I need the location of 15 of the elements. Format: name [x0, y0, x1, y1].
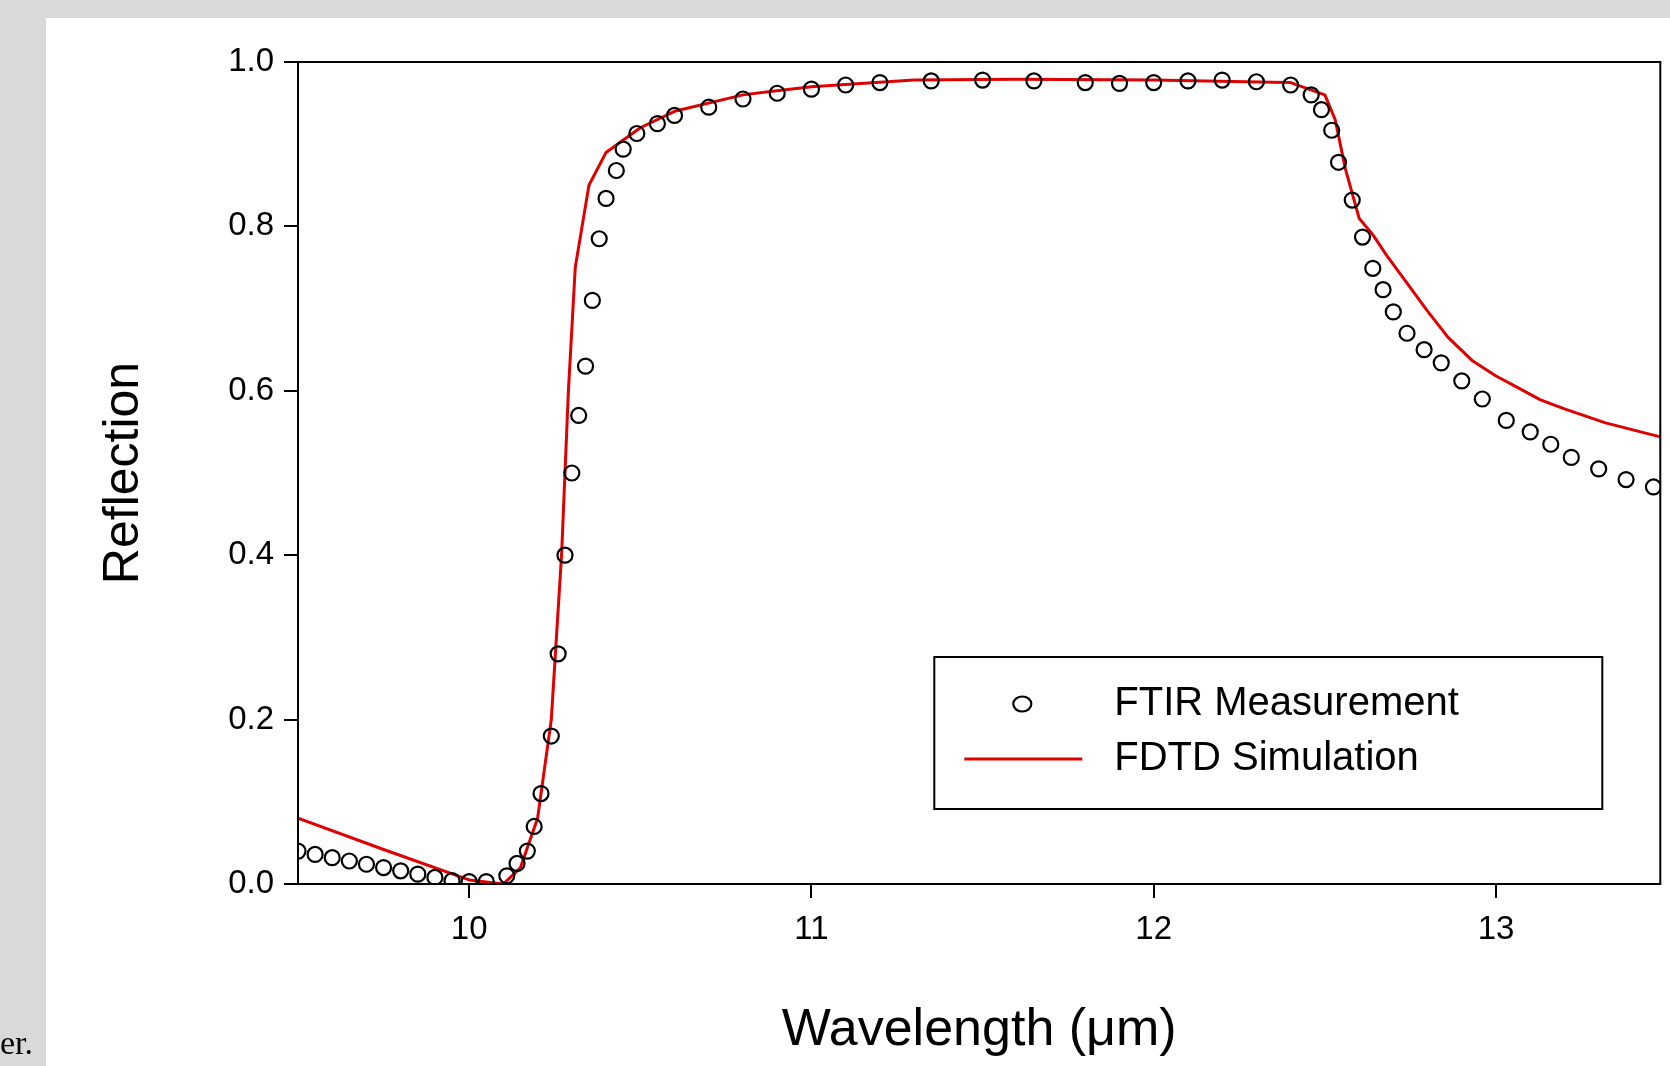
x-tick-label: 10 [450, 908, 488, 946]
text: er. [0, 1024, 34, 1062]
y-tick-label: 0.6 [228, 369, 274, 407]
x-axis-title: Wavelength (μm) [781, 998, 1177, 1057]
y-tick-label: 0.0 [228, 863, 274, 901]
x-tick-label: 12 [1135, 908, 1173, 946]
y-tick-label: 0.8 [228, 205, 274, 243]
legend-label: FDTD Simulation [1114, 734, 1419, 779]
y-axis-title: Reflection [92, 361, 149, 585]
x-tick-label: 13 [1477, 908, 1515, 946]
legend-label: FTIR Measurement [1114, 679, 1459, 724]
x-tick-label: 11 [794, 908, 829, 946]
y-tick-label: 0.2 [228, 698, 274, 736]
y-tick-label: 1.0 [228, 41, 274, 79]
y-tick-label: 0.4 [228, 534, 274, 572]
